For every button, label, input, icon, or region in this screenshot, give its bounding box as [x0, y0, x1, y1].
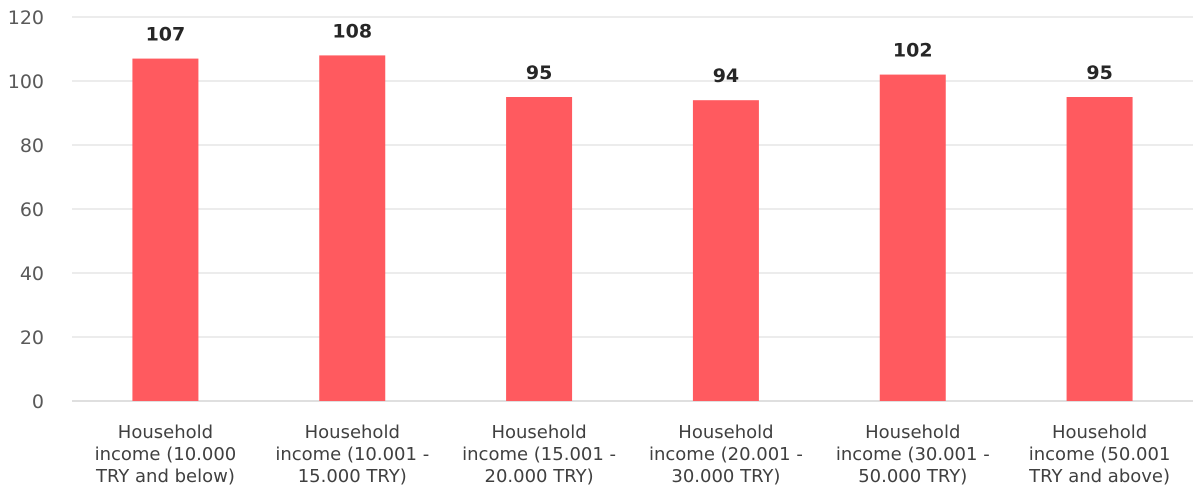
y-tick-label: 0: [32, 391, 44, 413]
x-category-label: Household income (20.001 -30.000 TRY): [649, 422, 803, 487]
data-label: 94: [713, 65, 739, 87]
bar: [1066, 97, 1133, 401]
bars: [132, 55, 1133, 402]
data-label: 102: [893, 40, 933, 62]
y-tick-label: 60: [20, 199, 44, 221]
gridlines: [72, 16, 1193, 402]
bar: [132, 58, 199, 401]
x-axis-category-labels: Household income (10.000 TRY and below) Hou…: [95, 422, 1171, 487]
y-tick-label: 80: [20, 135, 44, 157]
x-category-label: Household income (10.000 TRY and below): [95, 422, 237, 487]
x-category-label: Household income (30.001 -50.000 TRY): [836, 422, 990, 487]
x-category-label: Household income (10.001 -15.000 TRY): [275, 422, 429, 487]
y-tick-label: 40: [20, 263, 44, 285]
y-axis-tick-labels: 0 20 40 60 80 100 120: [8, 7, 44, 413]
x-category-label: Household income (15.001 -20.000 TRY): [462, 422, 616, 487]
y-tick-label: 20: [20, 327, 44, 349]
data-labels: 107 108 95 94 102 95: [146, 20, 1113, 87]
data-label: 95: [1086, 62, 1112, 84]
bar: [319, 55, 386, 402]
x-category-label: Household income (50.001 TRY and above): [1028, 422, 1170, 487]
data-label: 95: [526, 62, 552, 84]
y-tick-label: 120: [8, 7, 44, 29]
bar: [879, 74, 946, 401]
data-label: 107: [146, 24, 186, 46]
bar: [506, 97, 573, 401]
bar: [692, 100, 759, 401]
data-label: 108: [332, 20, 372, 42]
y-tick-label: 100: [8, 71, 44, 93]
